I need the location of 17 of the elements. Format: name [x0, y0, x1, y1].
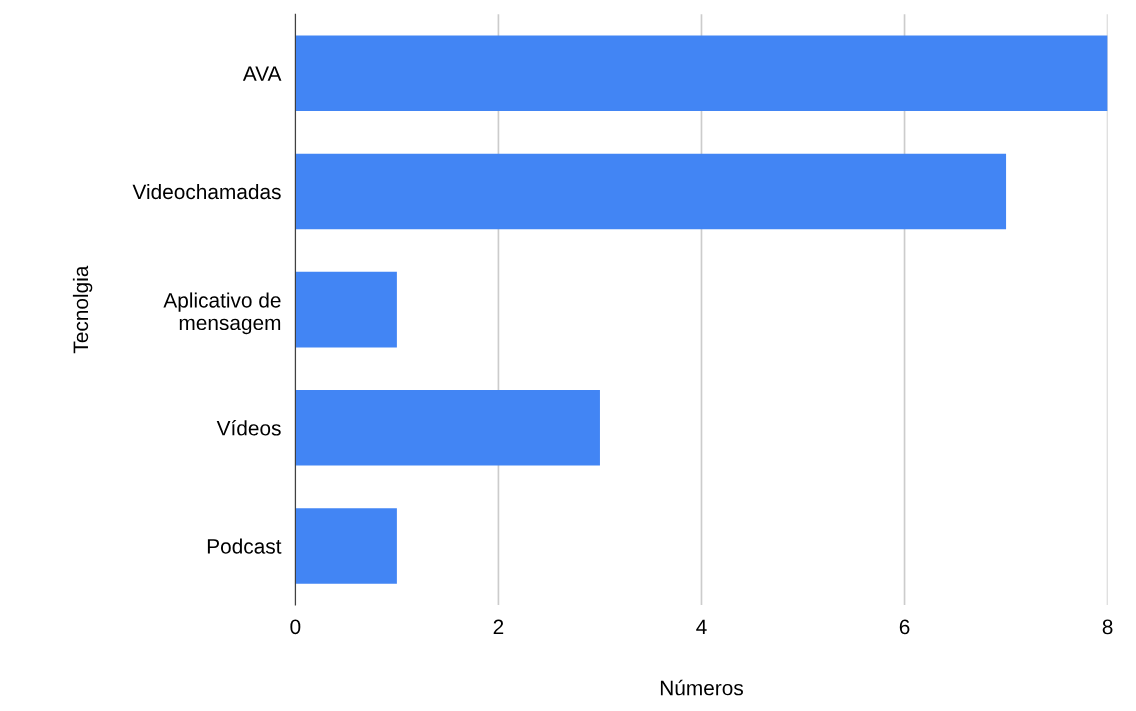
bar	[295, 271, 397, 348]
x-tick-label: 2	[493, 619, 504, 635]
bar	[295, 508, 397, 584]
y-tick-label: Podcast	[207, 538, 282, 554]
x-axis-title: Números	[660, 679, 743, 696]
y-tick-label: Vídeos	[216, 420, 281, 436]
y-tick-label: Videochamadas	[132, 183, 281, 200]
x-tick-label: 0	[290, 619, 301, 635]
bar	[295, 153, 1007, 230]
bar	[295, 35, 1108, 112]
bar	[295, 389, 600, 466]
x-tick-label: 4	[696, 619, 707, 635]
y-tick-label: AVA	[242, 66, 282, 81]
y-tick-label: Aplicativo de mensagem	[163, 292, 281, 335]
x-tick-label: 6	[899, 619, 910, 635]
x-tick-label: 8	[1102, 619, 1113, 635]
y-axis-title: Tecnolgia	[72, 265, 93, 354]
